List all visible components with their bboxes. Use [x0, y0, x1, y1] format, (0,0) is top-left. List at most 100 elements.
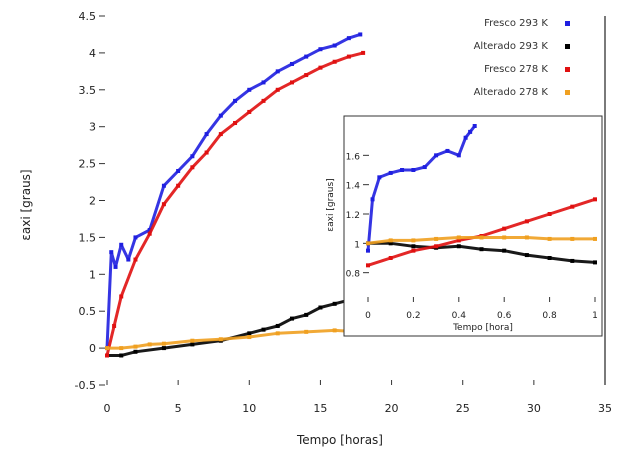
data-point — [366, 241, 370, 246]
x-tick-label: 5 — [175, 402, 182, 415]
data-point — [161, 341, 166, 346]
inset-plot-series — [366, 124, 597, 268]
y-tick-label: 0.5 — [79, 305, 97, 318]
y-tick-label: 1.4 — [346, 182, 361, 192]
data-point — [445, 148, 450, 153]
data-point — [411, 238, 416, 243]
data-point — [468, 129, 473, 134]
data-point — [370, 197, 375, 202]
data-point — [434, 244, 439, 249]
data-point — [119, 353, 124, 358]
data-point — [112, 323, 117, 328]
inset-x-axis-title: Tempo [hora] — [452, 323, 513, 333]
data-point — [176, 168, 181, 173]
x-tick-label: 0.2 — [406, 311, 420, 321]
data-point — [109, 250, 114, 255]
data-point — [233, 98, 238, 103]
y-tick-label: 2 — [89, 195, 96, 208]
data-point — [247, 87, 252, 92]
data-point — [388, 238, 393, 243]
y-axis-title: εaxi [graus] — [19, 169, 33, 240]
data-point — [593, 260, 597, 265]
data-point — [147, 342, 152, 347]
series-1 — [105, 294, 363, 358]
data-point — [593, 197, 597, 202]
y-tick-label: -0.5 — [75, 379, 96, 392]
data-point — [204, 132, 209, 137]
data-point — [275, 87, 280, 92]
data-point — [275, 331, 280, 336]
x-tick-label: 10 — [242, 402, 256, 415]
data-point — [479, 247, 484, 252]
data-point — [388, 241, 393, 246]
data-point — [261, 98, 266, 103]
inset-axis-ticks: 0 0.2 0.4 0.6 0.8 1 0.8 1 1.2 1.4 1.6 — [346, 152, 598, 321]
data-point — [346, 36, 351, 41]
y-tick-label: 4 — [89, 47, 96, 60]
data-point — [361, 50, 366, 55]
data-point — [119, 346, 124, 351]
data-point — [502, 235, 507, 240]
x-axis-title: Tempo [horas] — [296, 433, 383, 447]
data-point — [190, 342, 195, 347]
data-point — [318, 65, 323, 70]
data-point — [133, 344, 138, 349]
x-tick-label: 35 — [598, 402, 612, 415]
data-point — [147, 228, 152, 233]
series-line — [105, 51, 364, 356]
y-tick-label: 3 — [89, 121, 96, 134]
data-point — [388, 256, 393, 260]
data-point — [119, 294, 124, 299]
legend-marker-alterado-293 — [565, 44, 570, 49]
main-plot-series — [105, 32, 366, 358]
data-point — [456, 244, 461, 249]
data-point — [247, 335, 252, 340]
data-point — [318, 305, 323, 310]
series-line — [105, 32, 361, 349]
main-plot: 0 5 10 15 20 25 30 35-0.500.511.522.533.544.5 T… — [19, 10, 612, 447]
data-point — [472, 124, 477, 128]
legend: Fresco 293 K Alterado 293 K Fresco 278 K… — [474, 18, 570, 98]
data-point — [411, 244, 416, 249]
data-point — [119, 242, 124, 247]
series-0 — [105, 32, 363, 351]
y-tick-label: 1.6 — [346, 152, 361, 162]
series-0 — [366, 124, 477, 253]
data-point — [161, 183, 166, 188]
legend-label-alterado-278: Alterado 278 K — [474, 87, 549, 98]
data-point — [332, 301, 337, 306]
data-point — [366, 248, 370, 253]
data-point — [247, 331, 252, 336]
y-tick-label: 1 — [89, 268, 96, 281]
data-point — [346, 54, 351, 59]
x-tick-label: 15 — [313, 402, 327, 415]
data-point — [332, 328, 337, 333]
data-point — [434, 236, 439, 241]
data-point — [289, 80, 294, 85]
data-point — [275, 323, 280, 328]
y-tick-label: 2.5 — [79, 158, 97, 171]
data-point — [190, 338, 195, 343]
x-tick-label: 0 — [365, 311, 371, 321]
data-point — [422, 165, 427, 170]
data-point — [304, 329, 309, 334]
data-point — [190, 154, 195, 159]
x-tick-label: 0 — [104, 402, 111, 415]
data-point — [502, 226, 507, 231]
data-point — [366, 263, 370, 268]
series-line — [107, 328, 361, 350]
inset-background — [343, 115, 603, 337]
data-point — [570, 204, 575, 209]
legend-label-fresco-293: Fresco 293 K — [484, 18, 548, 29]
data-point — [400, 168, 405, 172]
data-point — [247, 109, 252, 114]
y-tick-label: 0 — [89, 342, 96, 355]
data-point — [105, 346, 109, 351]
data-point — [547, 256, 552, 260]
y-tick-label: 1.2 — [346, 211, 360, 221]
data-point — [411, 248, 416, 253]
x-tick-label: 25 — [456, 402, 470, 415]
data-point — [377, 175, 382, 180]
main-axis-ticks: 0 5 10 15 20 25 30 35-0.500.511.522.533.544.5 — [75, 10, 612, 415]
series-2 — [105, 50, 366, 358]
